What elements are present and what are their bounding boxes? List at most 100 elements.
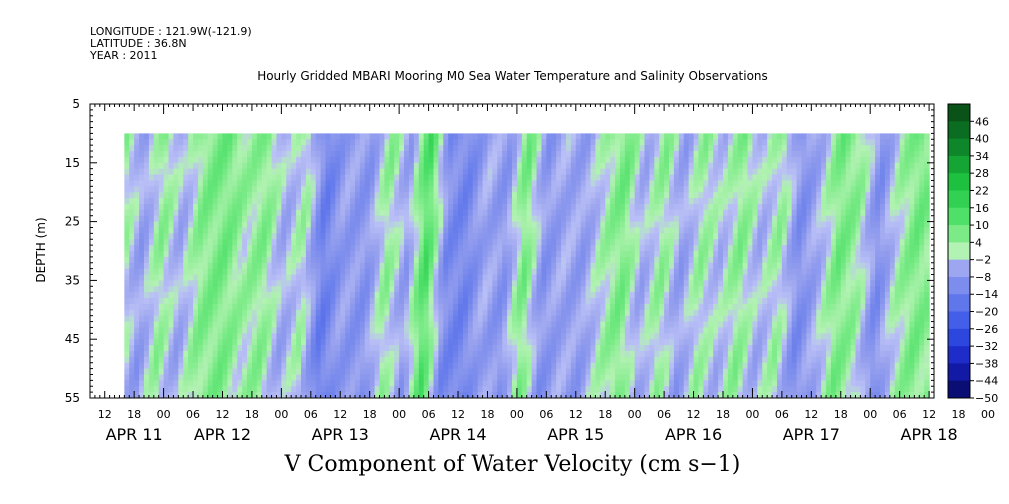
- heatmap-cell: [251, 356, 258, 364]
- heatmap-cell: [247, 233, 253, 240]
- heatmap-cell: [570, 233, 577, 240]
- heatmap-cell: [158, 227, 165, 234]
- heatmap-cell: [340, 168, 346, 176]
- heatmap-cell: [232, 162, 238, 170]
- heatmap-cell: [664, 156, 670, 164]
- heatmap-cell: [556, 233, 562, 240]
- heatmap-cell: [531, 180, 538, 187]
- heatmap-cell: [320, 168, 327, 176]
- heatmap-cell: [340, 321, 346, 329]
- heatmap-cell: [301, 345, 307, 352]
- heatmap-cell: [256, 174, 263, 182]
- heatmap-cell: [526, 174, 533, 182]
- heatmap-cell: [359, 362, 366, 370]
- heatmap-cell: [531, 386, 538, 393]
- heatmap-cell: [266, 198, 273, 205]
- heatmap-cell: [423, 209, 430, 217]
- heatmap-cell: [541, 292, 547, 299]
- heatmap-cell: [575, 139, 582, 146]
- heatmap-cell: [590, 215, 597, 223]
- heatmap-cell: [384, 221, 390, 229]
- heatmap-cell: [399, 309, 405, 317]
- heatmap-cell: [158, 268, 165, 276]
- heatmap-cell: [237, 186, 243, 193]
- heatmap-cell: [512, 386, 518, 393]
- heatmap-cell: [305, 151, 312, 158]
- heatmap-cell: [521, 268, 528, 276]
- heatmap-cell: [197, 239, 204, 246]
- heatmap-cell: [227, 345, 233, 352]
- heatmap-cell: [202, 286, 209, 293]
- heatmap-cell: [512, 156, 518, 164]
- heatmap-cell: [590, 203, 597, 211]
- heatmap-cell: [521, 386, 528, 393]
- heatmap-cell: [251, 186, 258, 193]
- heatmap-cell: [644, 303, 650, 311]
- heatmap-cell: [291, 221, 297, 229]
- heatmap-cell: [364, 203, 371, 211]
- heatmap-cell: [207, 321, 214, 329]
- heatmap-cell: [296, 333, 302, 340]
- heatmap-cell: [394, 303, 400, 311]
- heatmap-cell: [433, 350, 439, 358]
- heatmap-cell: [458, 333, 464, 340]
- heatmap-cell: [193, 292, 199, 299]
- heatmap-cell: [232, 245, 238, 252]
- heatmap-cell: [516, 186, 523, 193]
- heatmap-cell: [634, 198, 641, 205]
- heatmap-cell: [350, 268, 356, 276]
- heatmap-cell: [512, 198, 518, 205]
- heatmap-cell: [585, 174, 592, 182]
- heatmap-cell: [497, 156, 503, 164]
- heatmap-cell: [423, 286, 430, 293]
- heatmap-cell: [188, 380, 194, 387]
- heatmap-cell: [197, 162, 204, 170]
- heatmap-cell: [619, 203, 626, 211]
- heatmap-cell: [590, 233, 597, 240]
- heatmap-cell: [536, 245, 543, 252]
- heatmap-cell: [163, 192, 170, 199]
- heatmap-cell: [428, 386, 435, 393]
- heatmap-cell: [654, 274, 660, 281]
- heatmap-cell: [443, 198, 449, 205]
- heatmap-cell: [408, 303, 415, 311]
- heatmap-cell: [536, 162, 543, 170]
- heatmap-cell: [379, 256, 386, 264]
- heatmap-cell: [134, 315, 140, 323]
- heatmap-cell: [207, 133, 214, 140]
- heatmap-cell: [143, 180, 150, 187]
- heatmap-cell: [124, 198, 130, 205]
- heatmap-cell: [301, 356, 307, 364]
- heatmap-cell: [482, 321, 489, 329]
- heatmap-cell: [139, 356, 145, 364]
- heatmap-cell: [325, 256, 332, 264]
- heatmap-cell: [649, 274, 655, 281]
- heatmap-cell: [394, 286, 400, 293]
- heatmap-cell: [163, 233, 170, 240]
- heatmap-cell: [315, 298, 322, 305]
- heatmap-cell: [183, 374, 189, 381]
- heatmap-cell: [340, 227, 346, 234]
- heatmap-cell: [247, 286, 253, 293]
- heatmap-cell: [271, 380, 278, 387]
- heatmap-cell: [188, 151, 194, 158]
- heatmap-cell: [634, 239, 641, 246]
- heatmap-cell: [247, 292, 253, 299]
- heatmap-cell: [232, 156, 238, 164]
- heatmap-cell: [462, 239, 469, 246]
- heatmap-cell: [438, 133, 444, 140]
- heatmap-cell: [379, 151, 386, 158]
- heatmap-cell: [443, 286, 449, 293]
- heatmap-cell: [428, 339, 435, 346]
- heatmap-cell: [423, 162, 430, 170]
- heatmap-cell: [536, 209, 543, 217]
- heatmap-cell: [129, 333, 135, 340]
- heatmap-cell: [188, 309, 194, 317]
- heatmap-cell: [163, 174, 170, 182]
- heatmap-cell: [644, 227, 650, 234]
- heatmap-cell: [507, 392, 513, 398]
- heatmap-cell: [644, 251, 650, 258]
- heatmap-cell: [247, 168, 253, 176]
- heatmap-cell: [286, 368, 292, 376]
- heatmap-cell: [315, 362, 322, 370]
